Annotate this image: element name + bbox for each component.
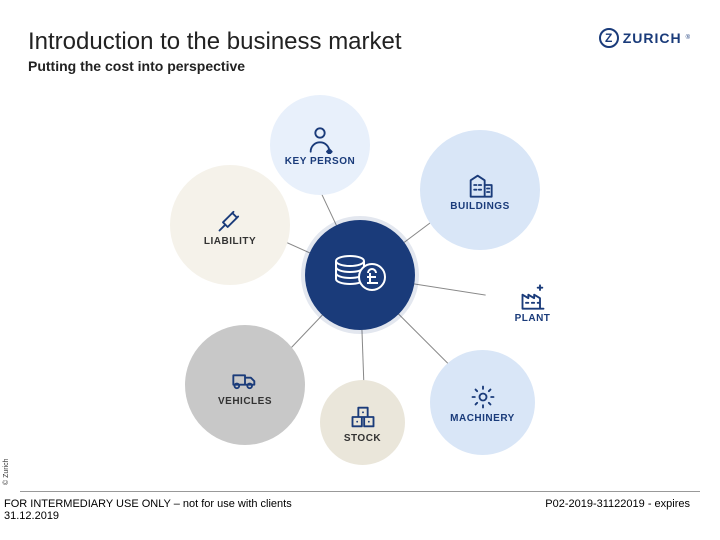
node-stock: STOCK	[320, 380, 405, 465]
footer-left: FOR INTERMEDIARY USE ONLY – not for use …	[4, 498, 292, 522]
boxes-icon	[347, 401, 379, 433]
page-subtitle: Putting the cost into perspective	[28, 58, 245, 74]
brand-logo: Z ZURICH ®	[599, 28, 690, 48]
node-label-plant: PLANT	[515, 313, 551, 324]
logo-text: ZURICH	[623, 30, 682, 46]
footer-disclaimer: FOR INTERMEDIARY USE ONLY – not for use …	[4, 498, 292, 510]
person-icon	[304, 124, 336, 156]
node-label-liability: LIABILITY	[204, 236, 256, 247]
logo-letter: Z	[605, 31, 612, 45]
footer-right: P02-2019-31122019 - expires	[545, 498, 690, 510]
center-node	[305, 220, 415, 330]
footer-date: 31.12.2019	[4, 510, 292, 522]
logo-mark: Z	[599, 28, 619, 48]
logo-registered: ®	[686, 35, 690, 41]
node-label-stock: STOCK	[344, 433, 381, 444]
factory-icon	[517, 281, 549, 313]
footer-divider	[20, 491, 700, 492]
node-liability: LIABILITY	[170, 165, 290, 285]
node-label-vehicles: VEHICLES	[218, 396, 272, 407]
node-label-key-person: KEY PERSON	[285, 156, 355, 167]
node-machinery: MACHINERY	[430, 350, 535, 455]
building-icon	[464, 169, 496, 201]
page-title: Introduction to the business market	[28, 28, 402, 56]
node-vehicles: VEHICLES	[185, 325, 305, 445]
gavel-icon	[214, 204, 246, 236]
gears-icon	[467, 381, 499, 413]
coins-icon	[330, 249, 390, 302]
copyright-text: © Zurich	[3, 458, 10, 485]
node-key-person: KEY PERSON	[270, 95, 370, 195]
node-plant: PLANT	[485, 255, 580, 350]
node-label-machinery: MACHINERY	[450, 413, 515, 424]
cost-diagram: KEY PERSON BUILDINGS LIABILITY PLANT VEHICLE…	[140, 90, 580, 460]
node-label-buildings: BUILDINGS	[450, 201, 510, 212]
truck-icon	[229, 364, 261, 396]
node-buildings: BUILDINGS	[420, 130, 540, 250]
